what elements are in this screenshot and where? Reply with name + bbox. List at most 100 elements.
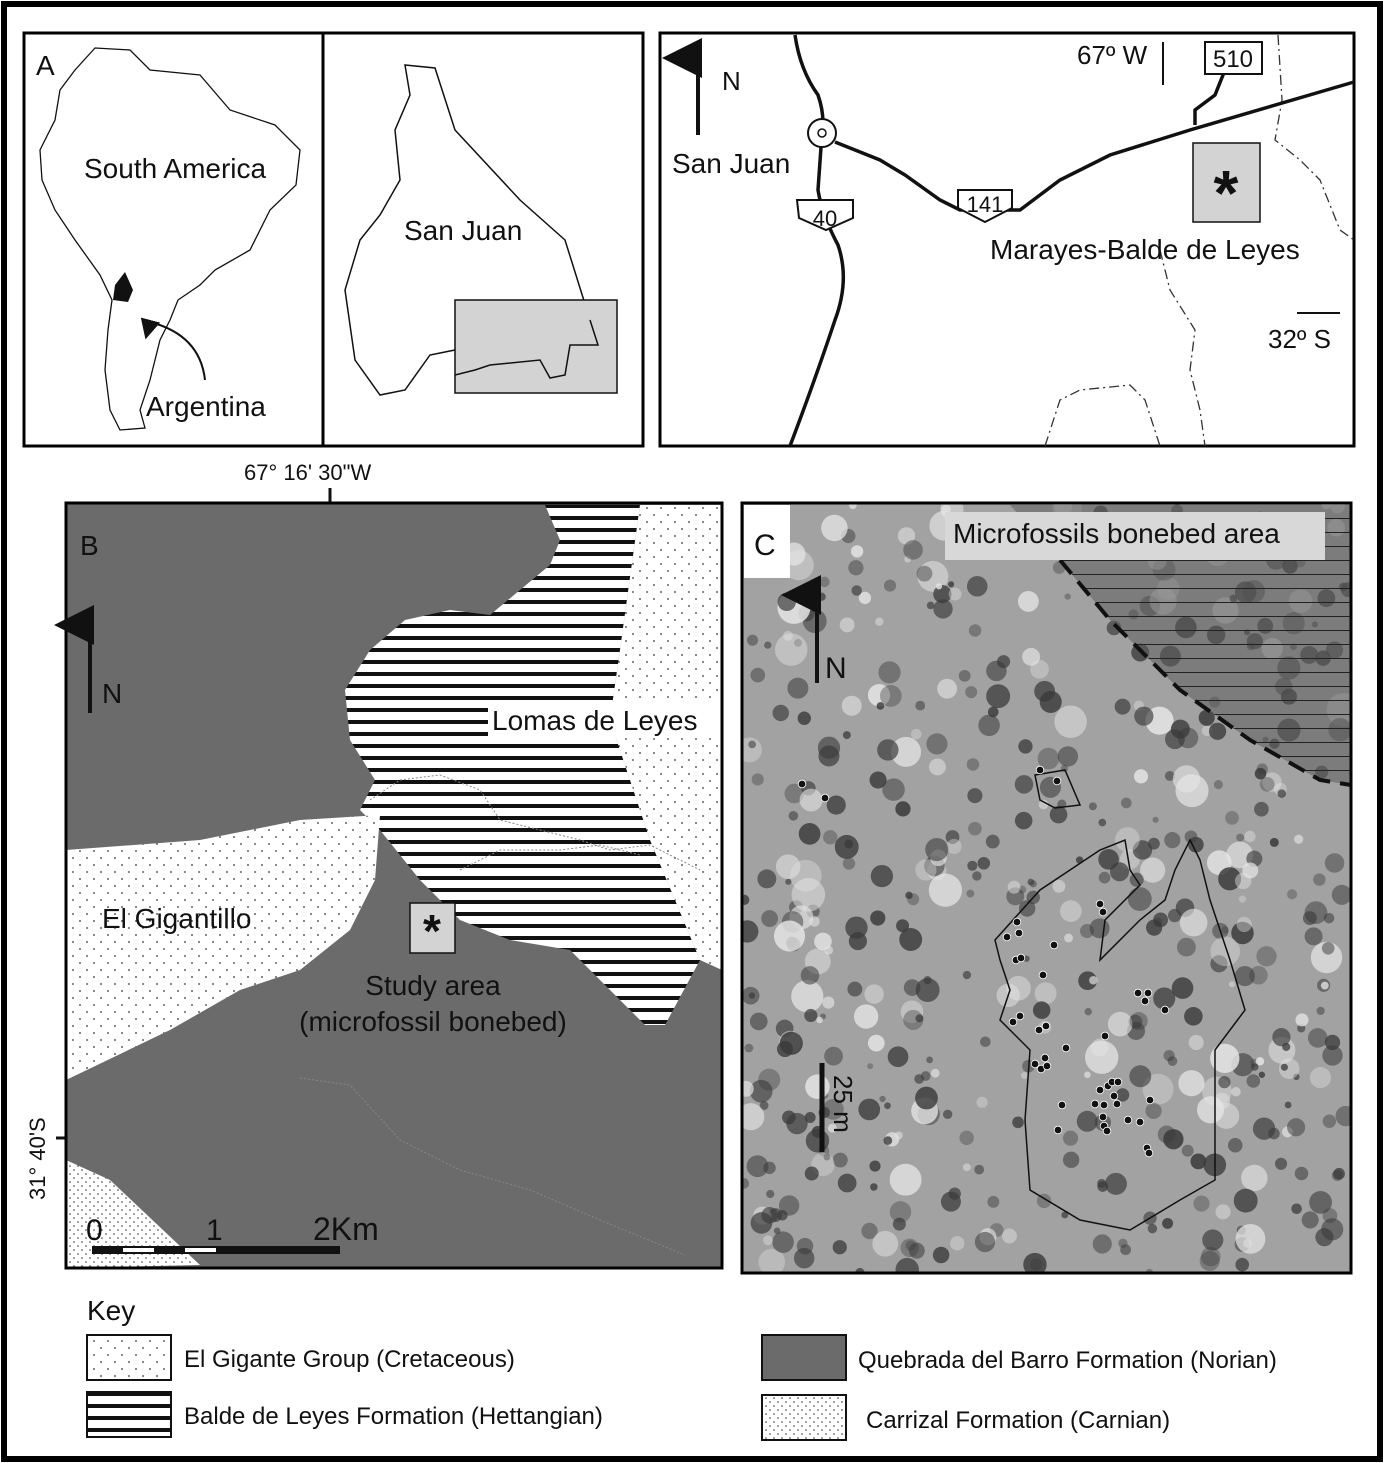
- photo-texture: [1175, 774, 1208, 807]
- aerial-photo: [736, 492, 1360, 1281]
- photo-texture: [1295, 1167, 1309, 1181]
- photo-texture: [833, 1153, 848, 1168]
- photo-texture: [870, 1183, 878, 1191]
- photo-texture: [1302, 1211, 1319, 1228]
- photo-texture: [1309, 1191, 1332, 1214]
- photo-texture: [1084, 1071, 1091, 1078]
- map-label: Lomas de Leyes: [492, 705, 697, 736]
- photo-texture: [1287, 1118, 1305, 1136]
- photo-texture: [1052, 880, 1065, 893]
- photo-texture: [766, 1190, 774, 1198]
- photo-texture: [843, 731, 851, 739]
- photo-texture: [974, 1165, 984, 1175]
- photo-texture: [888, 1046, 909, 1067]
- photo-texture: [1089, 976, 1098, 985]
- photo-texture: [1332, 885, 1352, 905]
- photo-texture: [1229, 981, 1235, 987]
- photo-texture: [1324, 913, 1335, 924]
- photo-texture: [1275, 1158, 1287, 1170]
- map-label: Study area: [365, 970, 501, 1001]
- photo-texture: [1323, 1115, 1336, 1128]
- photo-texture: [948, 581, 954, 587]
- fossil-site: [1099, 1113, 1107, 1121]
- photo-texture: [1189, 1035, 1204, 1050]
- photo-texture: [848, 560, 863, 575]
- photo-texture: [1140, 858, 1165, 883]
- photo-texture: [1313, 873, 1325, 885]
- map-shape: [185, 1248, 216, 1252]
- photo-texture: [1105, 1173, 1127, 1195]
- photo-texture: [748, 741, 756, 749]
- photo-texture: [1108, 1012, 1133, 1037]
- photo-texture: [791, 980, 823, 1012]
- photo-texture: [972, 871, 981, 880]
- fossil-site: [1016, 1012, 1024, 1020]
- photo-texture: [1281, 1064, 1288, 1071]
- photo-texture: [792, 878, 826, 912]
- fossil-site: [1015, 929, 1023, 937]
- photo-texture: [975, 1232, 995, 1252]
- map-label: *: [423, 905, 441, 957]
- photo-texture: [1251, 1063, 1258, 1070]
- photo-texture: [882, 778, 905, 801]
- photo-texture: [1234, 1189, 1258, 1213]
- photo-texture: [1291, 1204, 1302, 1215]
- photo-texture: [869, 1161, 880, 1172]
- photo-texture: [899, 928, 922, 951]
- map-label: Balde de Leyes Formation (Hettangian): [184, 1403, 603, 1430]
- photo-texture: [963, 1163, 971, 1171]
- photo-texture: [1322, 1045, 1342, 1065]
- photo-texture: [969, 624, 981, 636]
- photo-texture: [959, 670, 971, 682]
- photo-texture: [946, 839, 961, 854]
- photo-texture: [747, 635, 758, 646]
- photo-texture: [821, 515, 847, 541]
- photo-texture: [1184, 1007, 1203, 1026]
- photo-texture: [936, 583, 942, 589]
- photo-texture: [895, 801, 910, 816]
- photo-texture: [780, 1032, 803, 1055]
- photo-texture: [1134, 707, 1153, 726]
- fossil-site: [1103, 1127, 1111, 1135]
- photo-texture: [1115, 699, 1131, 715]
- map-label: N: [825, 652, 847, 685]
- photo-texture: [1244, 831, 1255, 842]
- photo-texture: [847, 982, 862, 997]
- map-label: 31° 40'S: [25, 1117, 50, 1200]
- map-label: Microfossils bonebed area: [953, 518, 1280, 549]
- photo-texture: [911, 729, 922, 740]
- photo-texture: [1115, 827, 1140, 852]
- photo-texture: [915, 859, 936, 880]
- map-label: (microfossil bonebed): [299, 1006, 567, 1037]
- fossil-site: [1134, 989, 1142, 997]
- photo-texture: [1008, 881, 1021, 894]
- fossil-site: [1054, 1126, 1062, 1134]
- photo-texture: [1015, 775, 1034, 794]
- map-label: 32º S: [1268, 324, 1331, 354]
- photo-texture: [1228, 1138, 1243, 1153]
- photo-texture: [1180, 909, 1208, 937]
- photo-texture: [833, 1240, 847, 1254]
- photo-texture: [967, 788, 982, 803]
- map-label: 67º W: [1077, 40, 1148, 70]
- photo-texture: [1027, 879, 1034, 886]
- photo-texture: [941, 1192, 961, 1212]
- photo-texture: [757, 869, 776, 888]
- photo-texture: [896, 1258, 919, 1281]
- photo-texture: [1193, 1195, 1209, 1211]
- photo-texture: [1218, 1076, 1230, 1088]
- fossil-site: [1050, 941, 1058, 949]
- photo-texture: [824, 946, 833, 955]
- photo-texture: [1270, 838, 1279, 847]
- photo-texture: [818, 745, 839, 766]
- map-label: Key: [87, 1295, 135, 1326]
- photo-texture: [773, 705, 789, 721]
- photo-texture: [1321, 982, 1329, 990]
- photo-texture: [907, 893, 919, 905]
- photo-texture: [1099, 872, 1111, 884]
- photo-texture: [895, 1131, 903, 1139]
- map-label: Carrizal Formation (Carnian): [866, 1407, 1170, 1434]
- photo-texture: [976, 1097, 987, 1108]
- photo-texture: [1215, 1204, 1230, 1219]
- photo-texture: [1085, 1008, 1092, 1015]
